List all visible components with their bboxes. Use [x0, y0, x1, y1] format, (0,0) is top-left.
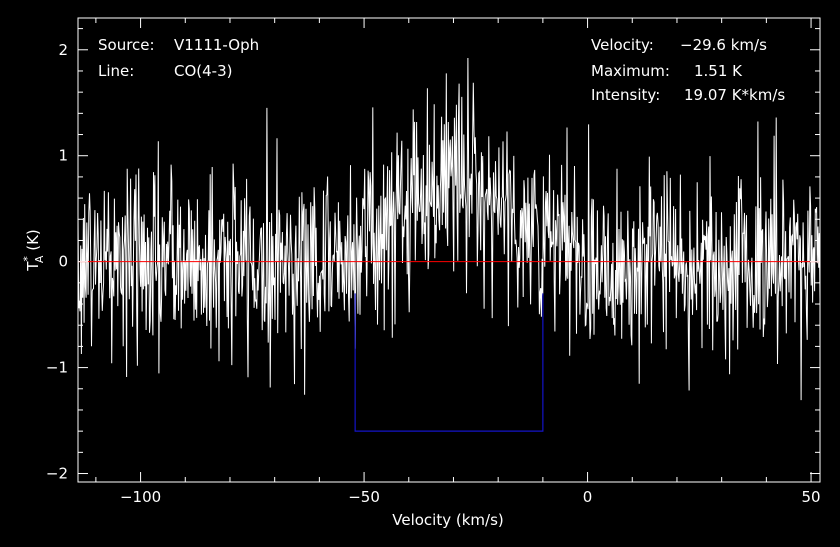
intensity-label: Intensity: [591, 86, 660, 104]
source-value: V1111-Oph [174, 36, 259, 54]
integration-window [354, 293, 544, 432]
plot-frame [77, 17, 821, 483]
y-tick-label: 0 [58, 253, 68, 271]
spectrum-line [77, 57, 821, 401]
x-tick-label: −50 [348, 488, 380, 506]
x-tick-label: 0 [583, 488, 593, 506]
x-tick-label: −100 [120, 488, 161, 506]
velocity-label: Velocity: [591, 36, 654, 54]
y-tick-label: 2 [58, 41, 68, 59]
y-axis-title: T*A (K) [21, 229, 46, 272]
axis-ticks: −100 −50 0 50 −2 −1 0 1 2 [46, 18, 821, 506]
velocity-value: −29.6 km/s [680, 36, 767, 54]
maximum-label: Maximum: [591, 62, 670, 80]
source-label: Source: [98, 36, 155, 54]
plot-content [77, 57, 821, 432]
x-tick-label: 50 [802, 488, 821, 506]
y-tick-label: −2 [46, 465, 68, 483]
intensity-value: 19.07 K*km/s [684, 86, 785, 104]
line-label: Line: [98, 62, 134, 80]
y-tick-label: −1 [46, 359, 68, 377]
y-axis-title-group: T*A (K) [21, 229, 46, 272]
y-tick-label: 1 [58, 147, 68, 165]
maximum-value: 1.51 K [694, 62, 743, 80]
line-value: CO(4-3) [174, 62, 232, 80]
x-axis-title: Velocity (km/s) [392, 511, 503, 529]
